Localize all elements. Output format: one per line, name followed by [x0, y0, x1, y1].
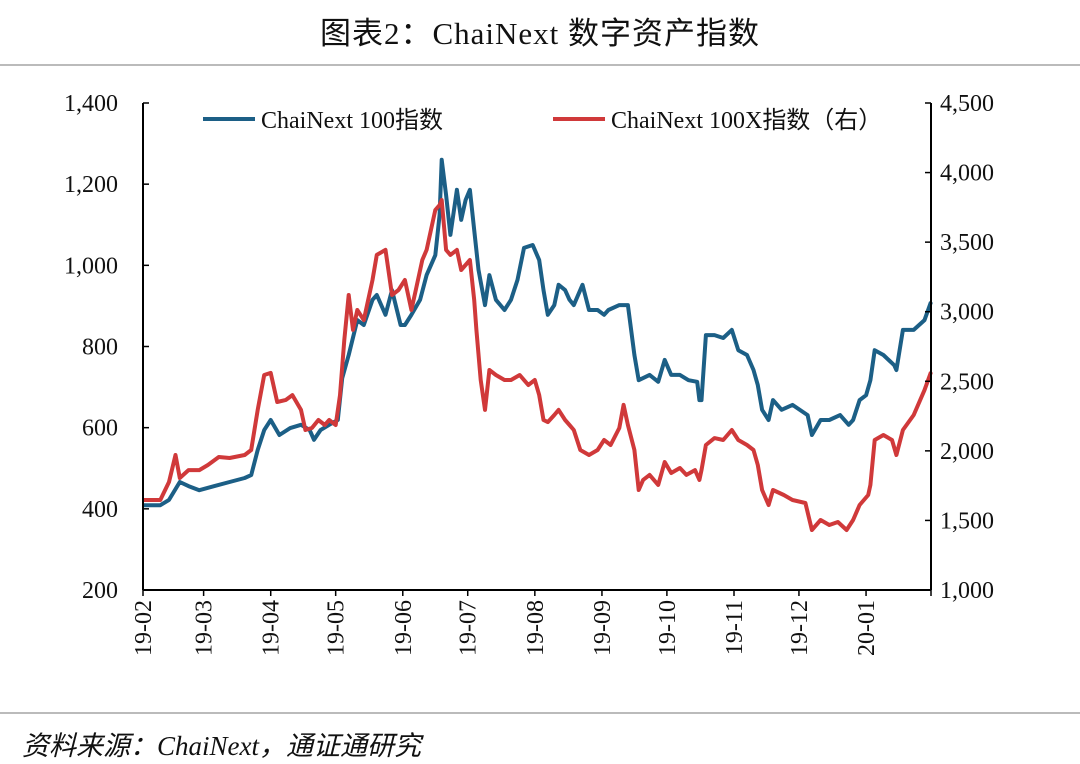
- axes-layer: 200 400 600 800 1,000 1,200 1,400 1,000 1,500 2,0…: [64, 91, 994, 656]
- x-tick-label: 19-07: [456, 600, 482, 656]
- x-tick-label: 19-04: [259, 600, 285, 656]
- y-left-tick-label: 200: [82, 578, 118, 604]
- y-right-tick-label: 1,500: [940, 508, 994, 534]
- series-line-chainext-100: [143, 157, 933, 508]
- series-layer: [143, 157, 933, 532]
- x-tick-label: 19-08: [523, 600, 549, 656]
- y-right-tick-label: 4,000: [940, 161, 994, 187]
- y-right-tick-label: 2,500: [940, 369, 994, 395]
- bottom-divider: [0, 712, 1080, 714]
- x-tick-label: 19-02: [131, 600, 157, 656]
- x-tick-label: 19-05: [324, 600, 350, 656]
- series-line-chainext-100x: [143, 198, 933, 532]
- legend-label-chainext-100: ChaiNext 100指数: [261, 107, 443, 134]
- y-right-tick-label: 3,000: [940, 300, 994, 326]
- y-left-tick-label: 1,000: [64, 253, 118, 279]
- x-tick-label: 19-03: [192, 600, 218, 656]
- y-left-tick-label: 1,400: [64, 91, 118, 117]
- x-tick-label: 19-09: [590, 600, 616, 656]
- x-tick-label: 19-11: [722, 600, 748, 655]
- legend-label-chainext-100x: ChaiNext 100X指数（右）: [611, 107, 882, 134]
- x-tick-label: 19-06: [391, 600, 417, 656]
- chart-title: 图表2：ChaiNext 数字资产指数: [319, 16, 761, 51]
- y-right-tick-label: 1,000: [940, 578, 994, 604]
- x-tick-label: 19-12: [787, 600, 813, 656]
- y-left-tick-label: 1,200: [64, 172, 118, 198]
- y-right-tick-label: 2,000: [940, 439, 994, 465]
- legend: ChaiNext 100指数 ChaiNext 100X指数（右）: [203, 107, 882, 134]
- top-divider: [0, 64, 1080, 66]
- y-right-tick-label: 3,500: [940, 230, 994, 256]
- x-tick-label: 19-10: [655, 600, 681, 656]
- source-note: 资料来源：ChaiNext，通证通研究: [22, 731, 421, 761]
- y-left-tick-label: 400: [82, 497, 118, 523]
- x-tick-label: 20-01: [854, 600, 880, 656]
- y-left-tick-label: 800: [82, 335, 118, 361]
- y-left-tick-label: 600: [82, 416, 118, 442]
- y-right-tick-label: 4,500: [940, 91, 994, 117]
